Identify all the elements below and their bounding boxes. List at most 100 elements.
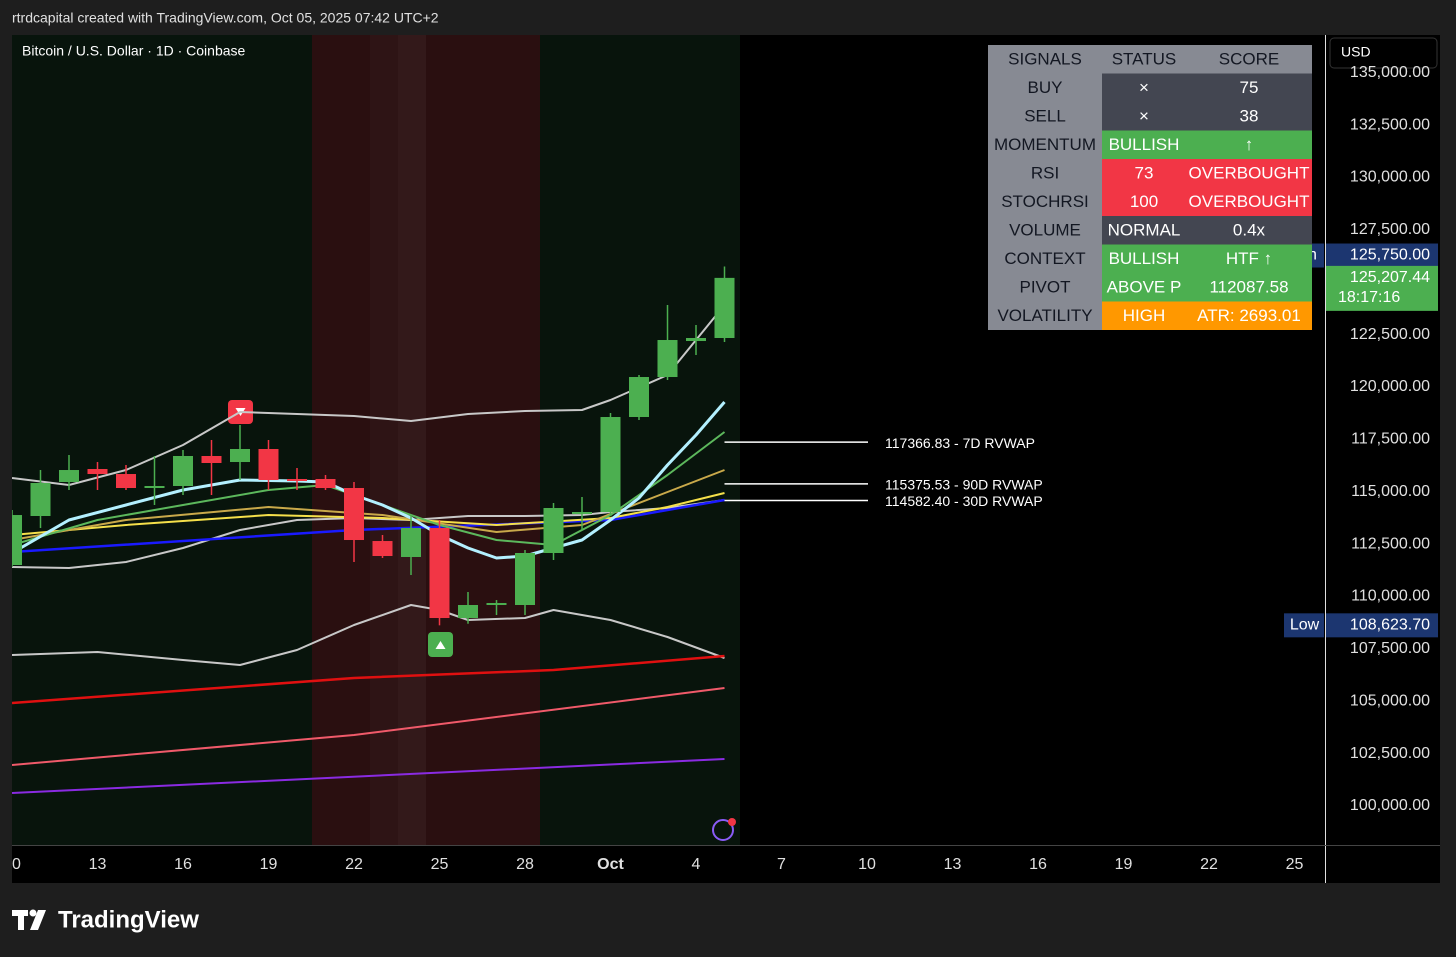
current-price: 125,207.44 (1350, 269, 1430, 286)
candle-body (458, 605, 479, 619)
axis-tag-name-bg (1284, 613, 1324, 638)
logo-slash (30, 910, 46, 930)
y-tick-label: 112,500.00 (1351, 535, 1430, 552)
table-cell: RSI (1031, 164, 1059, 183)
axis-tag-value: 125,750.00 (1350, 247, 1430, 264)
candle-body (173, 455, 194, 486)
y-tick-label: 132,500.00 (1350, 116, 1430, 133)
table-cell-bg (988, 102, 1102, 131)
table-cell-bg (988, 130, 1102, 159)
bear-zone (398, 35, 426, 845)
table-cell: HTF ↑ (1226, 249, 1272, 268)
session-shading (12, 35, 740, 845)
bear-zone (312, 35, 370, 845)
x-tick-label: 19 (260, 856, 278, 873)
chart-title: Bitcoin / U.S. Dollar · 1D · Coinbase (22, 43, 246, 59)
candle-body (657, 340, 678, 378)
brand-name: TradingView (58, 906, 199, 933)
y-tick-label: 107,500.00 (1350, 640, 1430, 657)
table-cell: × (1139, 78, 1149, 97)
candle-body (315, 479, 336, 489)
candle-body (429, 528, 450, 619)
countdown: 18:17:16 (1338, 289, 1400, 306)
y-tick-label: 127,500.00 (1350, 221, 1430, 238)
plot-area (12, 266, 735, 794)
y-tick-label: 135,000.00 (1350, 64, 1430, 81)
candle-body (12, 515, 22, 566)
candle-body (401, 528, 422, 558)
y-tick-label: 115,000.00 (1351, 483, 1430, 500)
table-cell-bg (1102, 73, 1186, 102)
brand-logo (12, 909, 46, 930)
candle-body (600, 417, 621, 512)
table-header-cell (1186, 45, 1312, 74)
candle-body (572, 511, 593, 515)
buy-arrow (435, 641, 446, 649)
table-cell-bg (1102, 216, 1186, 245)
indicator-line (12, 304, 726, 486)
axis-tag-bg (1326, 243, 1438, 268)
table-cell-bg (1186, 73, 1312, 102)
table-cell-bg (1186, 187, 1312, 216)
table-cell: OVERBOUGHT (1189, 164, 1310, 183)
table-cell: 0.4x (1233, 221, 1266, 240)
table-cell-bg (988, 187, 1102, 216)
table-cell-bg (1186, 301, 1312, 330)
currency-button[interactable] (1329, 37, 1438, 69)
rvwap-label: 114582.40 - 30D RVWAP (885, 493, 1043, 509)
y-tick-label: 122,500.00 (1350, 326, 1430, 343)
candle-body (486, 603, 507, 606)
table-header: SCORE (1219, 50, 1279, 69)
icon-dot (728, 818, 736, 826)
icon-ring (712, 819, 734, 841)
indicator-line (12, 758, 725, 794)
table-cell: 100 (1130, 192, 1158, 211)
table-cell: VOLATILITY (997, 306, 1092, 325)
table-cell-bg (1102, 102, 1186, 131)
bear-zone (370, 35, 398, 845)
candle-body (287, 479, 308, 482)
candle-body (230, 448, 251, 463)
axis-tag-name: Low (1290, 617, 1320, 634)
candle-body (258, 448, 279, 481)
logo-dot (29, 909, 37, 917)
x-tick-label: 16 (1029, 856, 1047, 873)
rvwap-label: 117366.83 - 7D RVWAP (885, 435, 1035, 451)
x-tick-label: Oct (597, 856, 624, 873)
x-tick-label: 13 (944, 856, 962, 873)
table-header: SIGNALS (1008, 50, 1082, 69)
table-cell-bg (1186, 159, 1312, 188)
table-cell-bg (1102, 244, 1186, 273)
y-tick-label: 120,000.00 (1350, 378, 1430, 395)
table-cell: VOLUME (1009, 221, 1081, 240)
y-tick-label: 117,500.00 (1351, 431, 1430, 448)
x-tick-label: 16 (174, 856, 192, 873)
table-cell-bg (1102, 187, 1186, 216)
table-cell: MOMENTUM (994, 135, 1096, 154)
table-cell-bg (1102, 130, 1186, 159)
table-cell-bg (1186, 130, 1312, 159)
table-cell-bg (1186, 273, 1312, 302)
table-cell: STOCHRSI (1001, 192, 1089, 211)
table-cell: OVERBOUGHT (1189, 192, 1310, 211)
table-cell: ABOVE P (1107, 278, 1182, 297)
candle-body (686, 337, 707, 342)
axis-tag-value: 108,623.70 (1350, 617, 1430, 634)
candle-body (543, 507, 564, 554)
table-cell: PIVOT (1019, 278, 1070, 297)
candle-body (714, 277, 735, 338)
x-tick-label: 10 (3, 856, 21, 873)
table-cell: 75 (1240, 78, 1259, 97)
signal-markers (228, 400, 453, 657)
x-tick-label: 25 (431, 856, 449, 873)
table-cell: HIGH (1123, 306, 1166, 325)
table-cell-bg (988, 244, 1102, 273)
table-cell-bg (1102, 159, 1186, 188)
x-tick-label: 19 (1115, 856, 1133, 873)
candle-body (515, 553, 536, 606)
candle-body (87, 469, 108, 475)
table-cell-bg (988, 73, 1102, 102)
table-cell: ATR: 2693.01 (1197, 306, 1301, 325)
table-cell-bg (1186, 102, 1312, 131)
assistant-icon (712, 818, 736, 841)
